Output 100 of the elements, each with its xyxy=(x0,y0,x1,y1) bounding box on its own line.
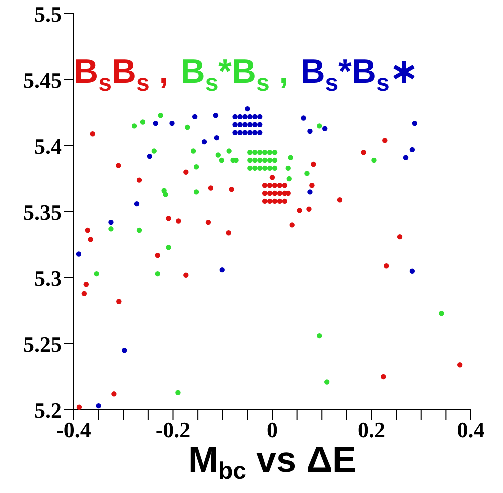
series-label: B$_{s}$*B$_{s}$ , xyxy=(180,53,289,97)
point xyxy=(184,272,189,278)
point xyxy=(155,252,160,258)
point xyxy=(216,152,222,158)
y-tick-label: 5.5 xyxy=(34,2,62,27)
point xyxy=(220,267,225,273)
point xyxy=(176,390,181,396)
point xyxy=(257,150,263,156)
point xyxy=(272,190,278,196)
point xyxy=(116,163,122,168)
point xyxy=(257,122,263,128)
point xyxy=(252,166,258,172)
point xyxy=(194,164,200,170)
point xyxy=(308,128,313,134)
point xyxy=(252,158,258,164)
point xyxy=(192,114,198,120)
point xyxy=(219,158,224,164)
point xyxy=(290,222,295,228)
point xyxy=(238,130,243,136)
point xyxy=(252,130,258,136)
point xyxy=(277,190,283,196)
point xyxy=(248,114,253,120)
point xyxy=(262,150,268,156)
point xyxy=(147,154,153,160)
point xyxy=(94,271,100,277)
point xyxy=(185,124,190,130)
point xyxy=(158,113,164,118)
point xyxy=(412,120,418,126)
point xyxy=(439,311,444,316)
point xyxy=(282,183,288,188)
point xyxy=(257,158,263,164)
point xyxy=(262,158,268,164)
point xyxy=(257,166,263,172)
point xyxy=(304,171,310,176)
point xyxy=(257,114,263,120)
point xyxy=(306,206,312,212)
point xyxy=(288,155,294,160)
point xyxy=(382,138,388,144)
point xyxy=(248,122,253,128)
point xyxy=(90,132,96,137)
point xyxy=(170,120,175,126)
point xyxy=(272,183,278,188)
point xyxy=(194,190,200,195)
point xyxy=(277,198,283,204)
point xyxy=(206,220,212,226)
point xyxy=(226,230,232,236)
point xyxy=(248,166,253,172)
point xyxy=(242,122,248,128)
point xyxy=(242,130,248,136)
point xyxy=(176,218,182,224)
point xyxy=(277,183,283,188)
point xyxy=(136,228,142,234)
point xyxy=(267,198,273,204)
point xyxy=(282,198,288,204)
point xyxy=(317,333,322,339)
series-label: B$_{s}$B$_{s}$ , xyxy=(74,53,169,97)
point xyxy=(232,130,238,136)
point xyxy=(232,122,238,128)
point xyxy=(272,166,278,172)
point xyxy=(262,183,268,188)
point xyxy=(245,106,250,112)
point xyxy=(208,186,214,191)
point xyxy=(410,268,416,274)
point xyxy=(88,237,94,242)
point xyxy=(372,158,377,164)
point xyxy=(140,120,146,125)
point xyxy=(270,175,276,180)
point xyxy=(248,158,253,164)
point xyxy=(184,170,189,175)
point xyxy=(252,114,258,120)
point xyxy=(262,166,268,172)
point xyxy=(136,178,142,183)
point xyxy=(457,362,463,368)
point xyxy=(381,374,386,380)
point xyxy=(76,252,82,257)
point xyxy=(202,139,208,145)
point xyxy=(301,116,306,121)
point xyxy=(155,271,160,277)
point xyxy=(242,114,248,120)
point xyxy=(85,228,90,234)
point xyxy=(397,234,403,240)
point xyxy=(116,299,122,304)
point xyxy=(166,245,172,250)
point xyxy=(153,120,158,126)
series-label: B$_{s}$*B$_{s}$∗ xyxy=(300,53,418,97)
point xyxy=(238,114,243,120)
y-tick-label: 5.25 xyxy=(24,332,62,357)
point xyxy=(322,126,328,132)
point xyxy=(163,192,168,198)
point xyxy=(252,122,258,128)
point xyxy=(267,166,273,172)
point xyxy=(252,150,258,156)
x-tick-label: -0.2 xyxy=(156,418,191,443)
point xyxy=(132,124,138,129)
point xyxy=(232,114,238,120)
x-tick-label: 0.4 xyxy=(457,418,485,443)
point xyxy=(248,130,253,136)
point xyxy=(410,147,416,153)
point xyxy=(311,162,316,168)
y-tick-label: 5.4 xyxy=(34,134,62,159)
